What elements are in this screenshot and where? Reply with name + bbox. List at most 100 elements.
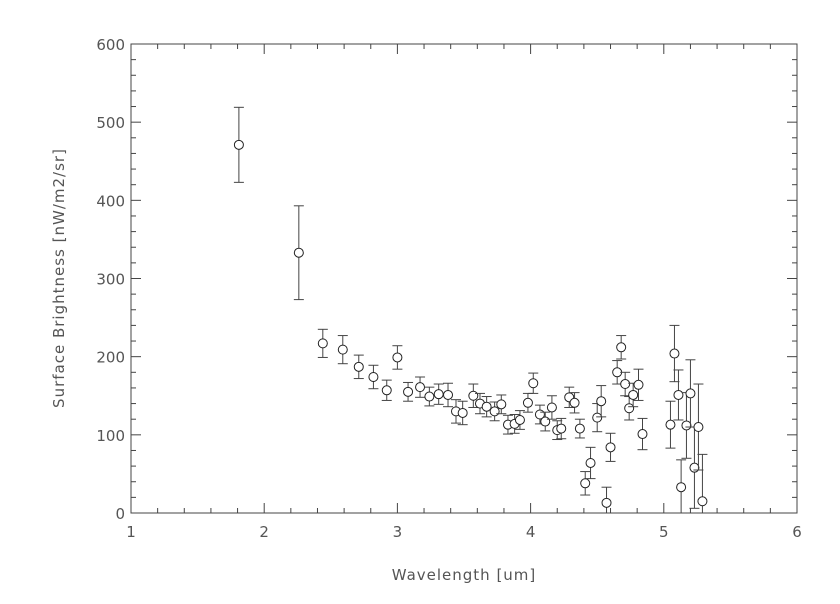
- x-tick-label: 2: [259, 523, 269, 541]
- point-marker: [697, 496, 708, 507]
- point-marker: [633, 379, 644, 390]
- data-point: [233, 106, 244, 183]
- point-marker: [368, 371, 379, 382]
- x-tick-label: 3: [393, 523, 403, 541]
- point-marker: [676, 482, 687, 493]
- y-axis: 0 100 200 300 400 500 600: [96, 36, 797, 523]
- data-point: [596, 385, 607, 418]
- data-point: [697, 453, 708, 514]
- data-point: [457, 400, 468, 426]
- plot-frame: [130, 43, 798, 514]
- point-marker: [381, 385, 392, 396]
- data-point: [574, 418, 585, 439]
- data-point: [415, 376, 426, 398]
- point-marker: [496, 399, 507, 410]
- point-marker: [673, 389, 684, 400]
- data-point: [665, 400, 676, 449]
- point-marker: [468, 390, 479, 401]
- point-marker: [433, 389, 444, 400]
- point-marker: [528, 378, 539, 389]
- point-marker: [605, 442, 616, 453]
- point-marker: [685, 388, 696, 399]
- point-marker: [601, 497, 612, 508]
- data-point: [693, 383, 704, 471]
- point-marker: [392, 352, 403, 363]
- point-marker: [669, 348, 680, 359]
- point-marker: [569, 397, 580, 408]
- data-point: [381, 379, 392, 401]
- data-point: [403, 381, 414, 402]
- point-marker: [489, 406, 500, 417]
- x-tick-label: 5: [659, 523, 669, 541]
- point-marker: [546, 402, 557, 413]
- data-point: [546, 395, 557, 420]
- point-marker: [637, 429, 648, 440]
- data-point: [293, 205, 304, 301]
- x-axis: 1 2 3 4 5 6: [126, 44, 802, 541]
- point-marker: [592, 412, 603, 423]
- y-tick-label: 300: [96, 271, 125, 289]
- point-marker: [574, 423, 585, 434]
- data-point: [585, 446, 596, 480]
- data-point: [669, 324, 680, 383]
- point-marker: [317, 338, 328, 349]
- data-point: [433, 383, 444, 405]
- point-marker: [540, 416, 551, 427]
- point-marker: [481, 401, 492, 412]
- data-point: [443, 382, 454, 408]
- point-marker: [424, 391, 435, 402]
- point-marker: [624, 403, 635, 414]
- data-point: [424, 386, 435, 407]
- data-point: [616, 335, 627, 360]
- point-marker: [415, 382, 426, 393]
- data-point: [353, 354, 364, 380]
- point-marker: [580, 478, 591, 489]
- data-point: [601, 486, 612, 514]
- point-marker: [693, 422, 704, 433]
- x-tick-label: 6: [792, 523, 802, 541]
- y-tick-label: 200: [96, 349, 125, 367]
- x-axis-label: Wavelength [um]: [392, 566, 537, 584]
- point-marker: [233, 139, 244, 150]
- data-point: [633, 368, 644, 401]
- point-marker: [681, 420, 692, 431]
- data-point: [685, 359, 696, 428]
- point-marker: [689, 462, 700, 473]
- point-marker: [665, 419, 676, 430]
- data-point: [514, 410, 525, 430]
- point-marker: [620, 379, 631, 390]
- data-point: [317, 328, 328, 358]
- point-marker: [522, 397, 533, 408]
- point-marker: [628, 389, 639, 400]
- y-tick-label: 400: [96, 192, 125, 210]
- point-marker: [353, 361, 364, 372]
- data-point: [676, 459, 687, 514]
- point-marker: [403, 386, 414, 397]
- data-point: [337, 335, 348, 365]
- point-marker: [457, 407, 468, 418]
- data-point: [368, 364, 379, 390]
- data-point: [605, 432, 616, 462]
- point-marker: [293, 247, 304, 258]
- point-marker: [337, 344, 348, 355]
- data-point: [496, 394, 507, 415]
- point-marker: [514, 414, 525, 425]
- data-point: [580, 471, 591, 496]
- point-marker: [443, 389, 454, 400]
- point-marker: [585, 457, 596, 468]
- y-tick-label: 0: [115, 505, 125, 523]
- point-marker: [556, 423, 567, 434]
- y-tick-label: 100: [96, 427, 125, 445]
- x-tick-label: 4: [526, 523, 536, 541]
- data-point: [481, 396, 492, 418]
- y-tick-label: 500: [96, 114, 125, 132]
- data-point: [673, 369, 684, 421]
- point-marker: [596, 396, 607, 407]
- y-tick-label: 600: [96, 36, 125, 54]
- point-marker: [616, 342, 627, 353]
- data-point: [392, 345, 403, 370]
- data-point: [556, 417, 567, 440]
- y-axis-label: Surface Brightness [nW/m2/sr]: [50, 148, 68, 408]
- data-point: [637, 417, 648, 451]
